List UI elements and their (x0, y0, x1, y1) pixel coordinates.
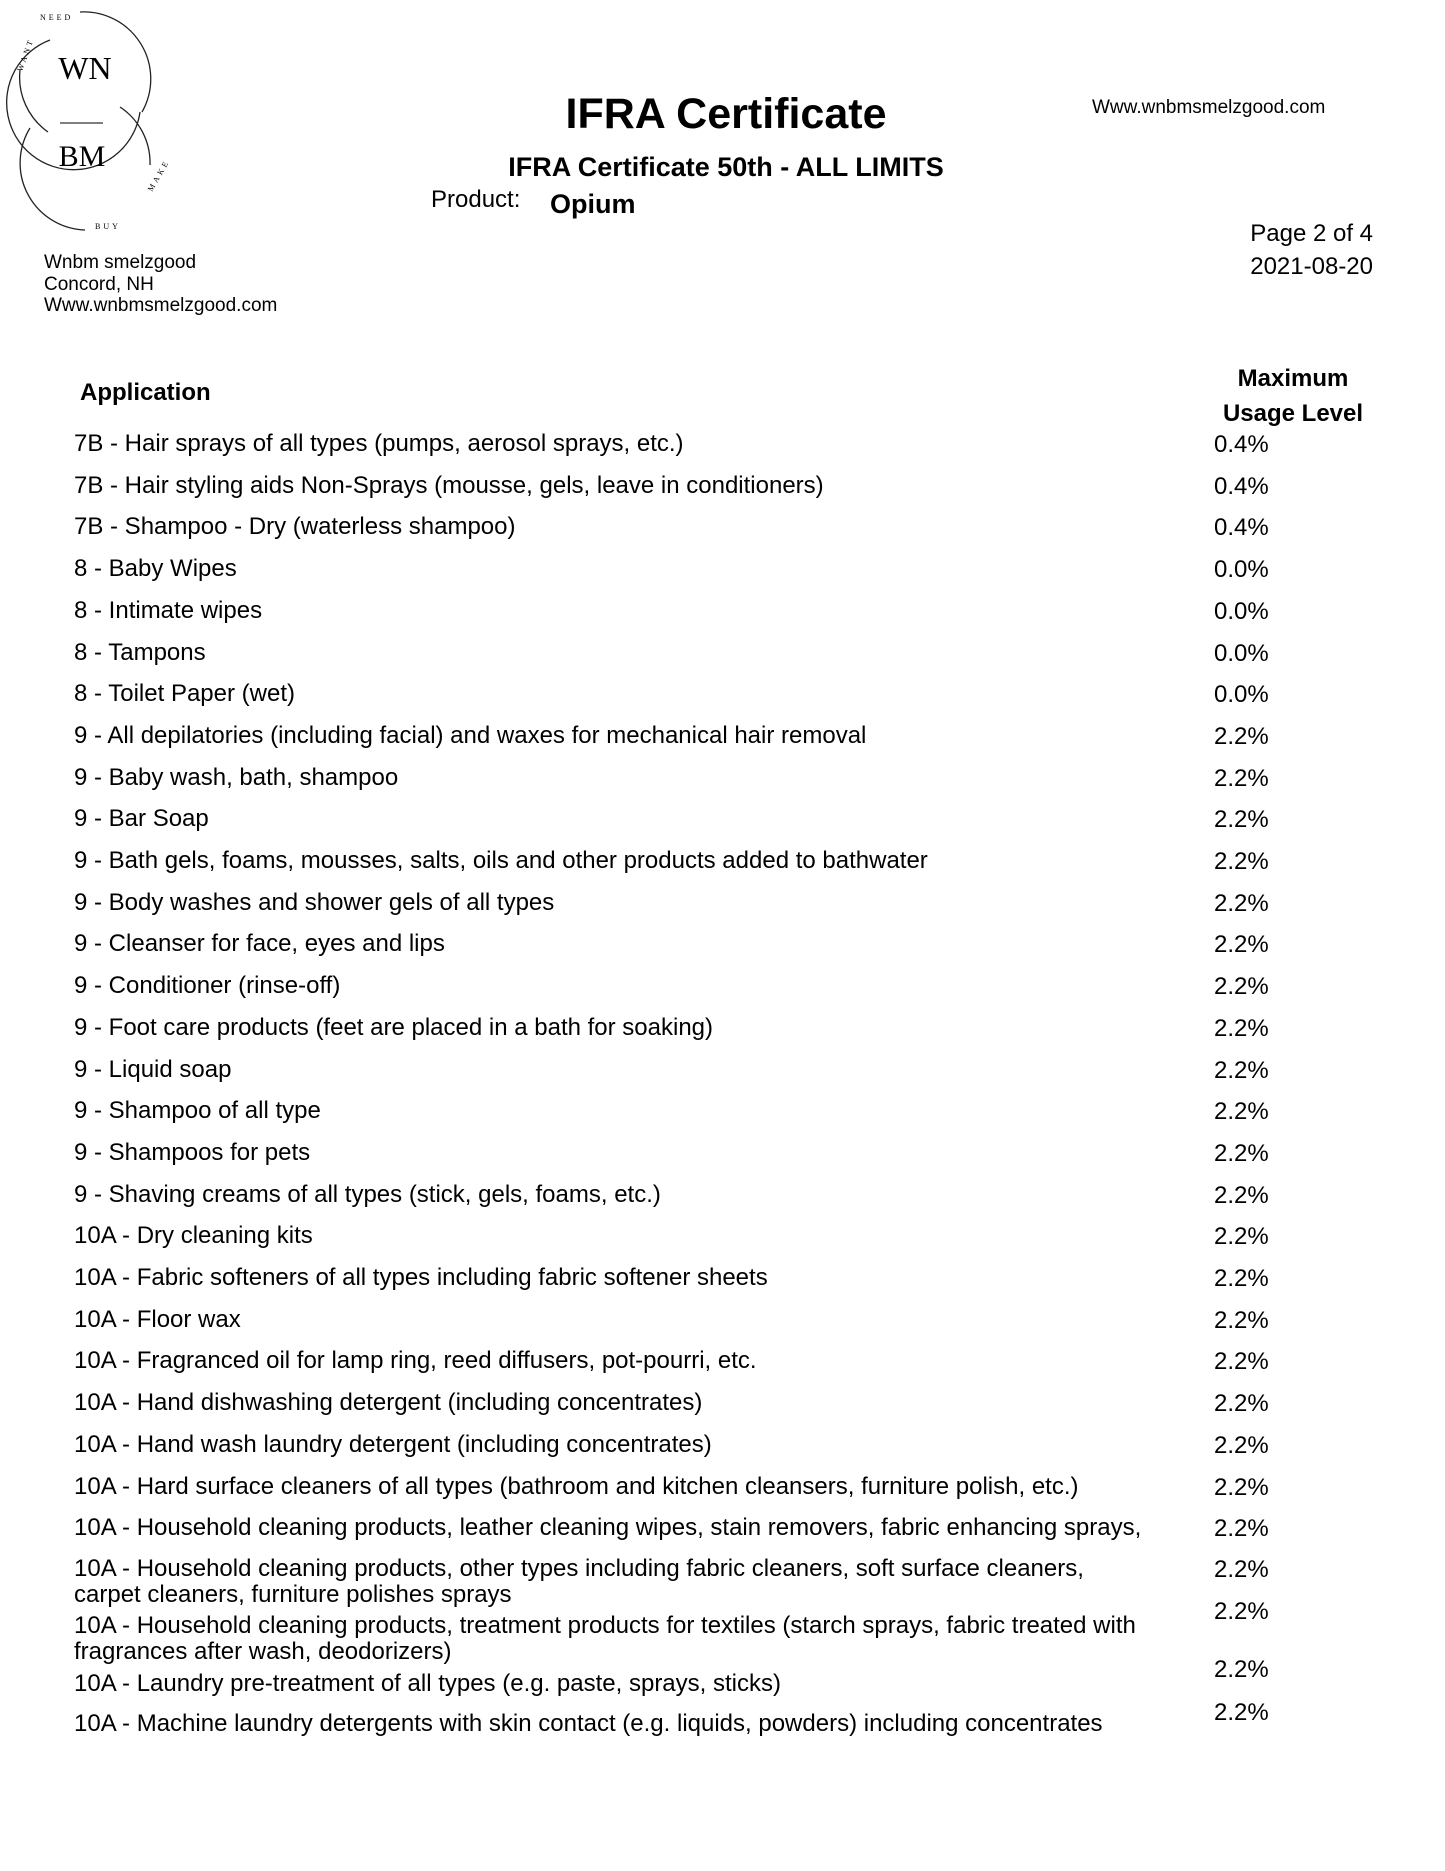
column-header-usage-level: Usage Level (1222, 400, 1364, 427)
table-row-application: 9 - Shampoos for pets (74, 1138, 311, 1166)
table-row-application: 10A - Household cleaning products, leath… (74, 1514, 1142, 1542)
table-row-usage-level: 2.2% (1214, 1515, 1269, 1543)
table-row-application: 10A - Household cleaning products, other… (74, 1555, 1084, 1608)
table-row-application: 10A - Hand wash laundry detergent (inclu… (74, 1430, 712, 1458)
table-row-application: 9 - Shaving creams of all types (stick, … (74, 1180, 661, 1208)
table-row-usage-level: 2.2% (1214, 1556, 1269, 1583)
table-row-application: 8 - Intimate wipes (74, 596, 263, 624)
header-website: Www.wnbmsmelzgood.com (1092, 97, 1326, 118)
table-row-application: 7B - Hair styling aids Non-Sprays (mouss… (74, 471, 824, 499)
svg-text:WANT: WANT (15, 37, 35, 73)
table-row-application: 10A - Fabric softeners of all types incl… (74, 1264, 768, 1291)
table-row-usage-level: 2.2% (1214, 1306, 1269, 1334)
table-row-usage-level: 2.2% (1214, 1014, 1269, 1042)
table-row-application: 7B - Shampoo - Dry (waterless shampoo) (74, 513, 516, 541)
table-row-usage-level: 2.2% (1214, 848, 1269, 875)
page-title: IFRA Certificate (565, 90, 887, 138)
certificate-subtitle: IFRA Certificate 50th - ALL LIMITS (508, 152, 944, 182)
table-row-application: 10A - Machine laundry detergents with sk… (74, 1710, 1103, 1737)
table-row-application: 9 - Bath gels, foams, mousses, salts, oi… (74, 847, 928, 874)
table-row-usage-level: 0.0% (1214, 556, 1269, 584)
table-row-application: 9 - Cleanser for face, eyes and lips (74, 930, 445, 958)
table-row-usage-level: 2.2% (1214, 1473, 1269, 1501)
table-row-application: 9 - Bar Soap (74, 805, 209, 833)
table-row-usage-level: 0.0% (1214, 597, 1269, 625)
table-row-application: 9 - Liquid soap (74, 1055, 232, 1083)
svg-text:BUY: BUY (95, 222, 121, 231)
table-row-application: 7B - Hair sprays of all types (pumps, ae… (74, 430, 684, 457)
table-row-application: 10A - Floor wax (74, 1305, 241, 1333)
table-row-usage-level: 0.4% (1214, 514, 1269, 542)
product-name: Opium (550, 189, 636, 219)
table-row-usage-level: 2.2% (1214, 722, 1269, 750)
table-row-application: 10A - Hard surface cleaners of all types… (74, 1472, 1079, 1500)
table-row-usage-level: 2.2% (1214, 806, 1269, 834)
table-row-usage-level: 0.0% (1214, 681, 1269, 709)
table-row-application: 9 - Body washes and shower gels of all t… (74, 888, 555, 916)
table-row-usage-level: 2.2% (1214, 1348, 1269, 1376)
column-header-maximum: Maximum (1237, 365, 1349, 392)
table-row-usage-level: 2.2% (1214, 764, 1269, 792)
table-row-usage-level: 2.2% (1214, 1390, 1269, 1418)
table-row-application: 8 - Toilet Paper (wet) (74, 680, 295, 708)
table-row-application: 10A - Laundry pre-treatment of all types… (74, 1670, 781, 1697)
table-row-usage-level: 2.2% (1214, 931, 1269, 959)
table-row-usage-level: 2.2% (1214, 1598, 1269, 1625)
company-logo: WN BM NEED BUY MAKE WANT (6, 11, 170, 231)
table-row-usage-level: 2.2% (1214, 1699, 1269, 1726)
table-row-usage-level: 2.2% (1214, 1223, 1269, 1251)
table-row-application: 9 - All depilatories (including facial) … (74, 721, 867, 749)
table-row-usage-level: 2.2% (1214, 1056, 1269, 1084)
column-header-application: Application (80, 379, 211, 406)
table-row-usage-level: 2.2% (1214, 1656, 1269, 1683)
table-row-application: 10A - Fragranced oil for lamp ring, reed… (74, 1347, 757, 1375)
table-row-usage-level: 2.2% (1214, 889, 1269, 917)
svg-text:NEED: NEED (40, 13, 73, 22)
table-row-application: 10A - Hand dishwashing detergent (includ… (74, 1389, 703, 1417)
table-row-usage-level: 2.2% (1214, 973, 1269, 1001)
table-row-usage-level: 2.2% (1214, 1098, 1269, 1126)
table-row-application: 9 - Foot care products (feet are placed … (74, 1013, 714, 1041)
svg-text:BM: BM (59, 140, 106, 173)
table-row-application: 10A - Household cleaning products, treat… (74, 1612, 1136, 1665)
svg-text:WN: WN (58, 50, 111, 86)
product-label: Product: (431, 186, 521, 213)
table-row-usage-level: 2.2% (1214, 1139, 1269, 1167)
table-row-application: 10A - Dry cleaning kits (74, 1222, 313, 1250)
certificate-date: 2021-08-20 (1250, 253, 1373, 280)
table-row-usage-level: 0.4% (1214, 472, 1269, 500)
company-website: Www.wnbmsmelzgood.com (44, 295, 278, 316)
company-location: Concord, NH (44, 273, 154, 295)
table-row-application: 9 - Baby wash, bath, shampoo (74, 763, 399, 791)
table-row-usage-level: 2.2% (1214, 1181, 1269, 1209)
page-number: Page 2 of 4 (1250, 220, 1373, 247)
table-row-application: 9 - Shampoo of all type (74, 1097, 321, 1125)
table-row-usage-level: 2.2% (1214, 1265, 1269, 1292)
table-row-application: 9 - Conditioner (rinse-off) (74, 972, 341, 1000)
table-row-usage-level: 0.0% (1214, 639, 1269, 667)
table-row-usage-level: 0.4% (1214, 431, 1269, 458)
company-name: Wnbm smelzgood (44, 252, 197, 273)
table-row-application: 8 - Baby Wipes (74, 555, 237, 583)
table-row-application: 8 - Tampons (74, 638, 206, 666)
table-row-usage-level: 2.2% (1214, 1431, 1269, 1459)
